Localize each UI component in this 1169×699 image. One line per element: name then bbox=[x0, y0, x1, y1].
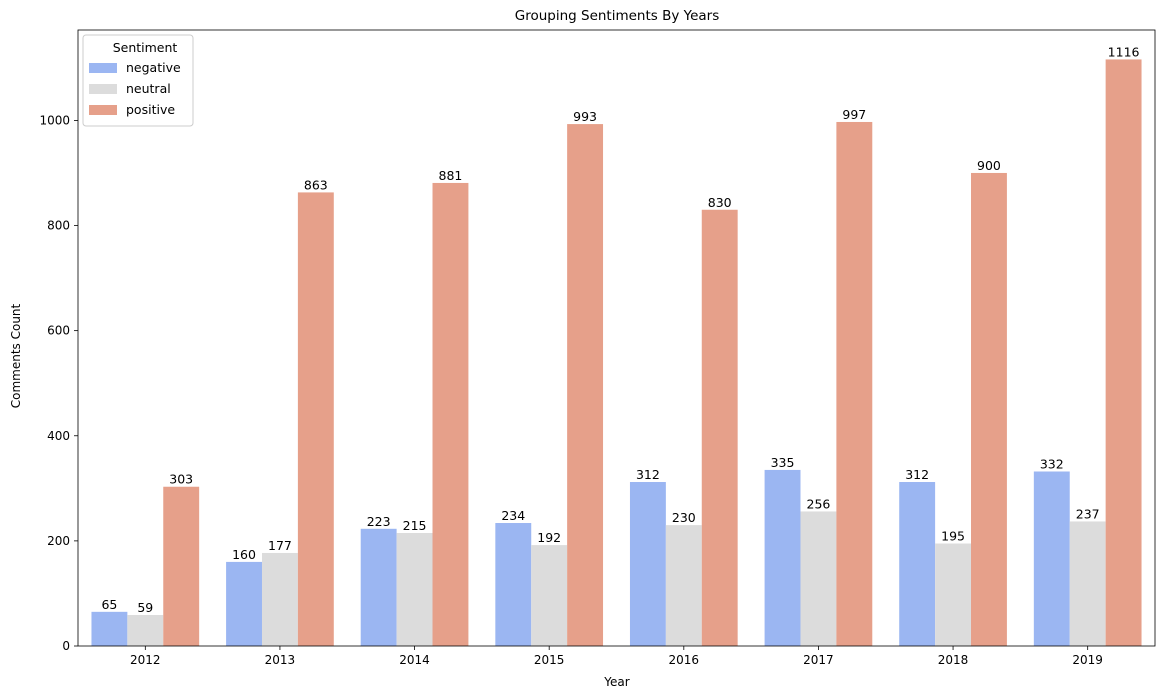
y-axis-label: Comments Count bbox=[9, 303, 23, 408]
bar-negative-2015 bbox=[495, 523, 532, 646]
bar-label-negative-2019: 332 bbox=[1040, 457, 1064, 472]
bar-label-negative-2015: 234 bbox=[501, 508, 525, 523]
bar-label-positive-2012: 303 bbox=[169, 472, 193, 487]
bar-positive-2014 bbox=[432, 182, 469, 647]
bar-neutral-2019 bbox=[1069, 521, 1106, 646]
bar-positive-2015 bbox=[567, 124, 604, 646]
legend-label-positive: positive bbox=[126, 102, 175, 117]
legend-label-neutral: neutral bbox=[126, 81, 171, 96]
bar-neutral-2015 bbox=[531, 545, 568, 646]
bar-label-positive-2018: 900 bbox=[977, 158, 1001, 173]
bar-label-negative-2014: 223 bbox=[367, 514, 391, 529]
bar-label-negative-2016: 312 bbox=[636, 467, 660, 482]
bar-label-positive-2019: 1116 bbox=[1108, 44, 1140, 59]
plot-area: 65 160 223 234 312 335 312 332 59 177 215 192 230 256… bbox=[39, 29, 1156, 667]
x-tick-label-2013: 2013 bbox=[265, 653, 296, 667]
x-tick-label-2017: 2017 bbox=[803, 653, 834, 667]
x-tick-label-2014: 2014 bbox=[399, 653, 430, 667]
legend-swatch-negative bbox=[89, 63, 117, 73]
bar-neutral-2012 bbox=[127, 614, 164, 646]
bar-positive-2013 bbox=[297, 192, 334, 647]
bar-positive-2017 bbox=[836, 121, 873, 647]
y-tick-label-1000: 1000 bbox=[39, 113, 70, 127]
bar-negative-2018 bbox=[899, 482, 936, 646]
y-tick-label-600: 600 bbox=[47, 324, 70, 338]
bar-label-neutral-2013: 177 bbox=[268, 538, 292, 553]
bar-label-positive-2015: 993 bbox=[573, 109, 597, 124]
legend-swatch-neutral bbox=[89, 84, 117, 94]
bar-negative-2019 bbox=[1033, 471, 1070, 646]
legend: Sentiment negative neutral positive bbox=[82, 34, 194, 127]
legend-label-negative: negative bbox=[126, 60, 181, 75]
bar-label-negative-2017: 335 bbox=[771, 455, 795, 470]
plot-frame bbox=[77, 29, 1156, 647]
y-tick-label-0: 0 bbox=[62, 639, 70, 653]
x-tick-label-2012: 2012 bbox=[130, 653, 161, 667]
bar-negative-2012 bbox=[91, 611, 128, 646]
x-tick-label-2015: 2015 bbox=[534, 653, 565, 667]
bar-label-neutral-2016: 230 bbox=[672, 510, 696, 525]
bar-positive-2019 bbox=[1105, 59, 1142, 646]
y-tick-label-400: 400 bbox=[47, 429, 70, 443]
bar-negative-2017 bbox=[764, 469, 801, 646]
bar-label-positive-2016: 830 bbox=[708, 195, 732, 210]
bar-label-positive-2014: 881 bbox=[439, 168, 463, 183]
y-tick-label-800: 800 bbox=[47, 219, 70, 233]
x-tick-label-2016: 2016 bbox=[669, 653, 700, 667]
bar-label-neutral-2017: 256 bbox=[807, 496, 831, 511]
bar-label-positive-2017: 997 bbox=[842, 107, 866, 122]
x-axis-label: Year bbox=[603, 675, 629, 689]
bar-label-negative-2012: 65 bbox=[101, 597, 117, 612]
x-tick-label-2018: 2018 bbox=[938, 653, 969, 667]
bar-label-neutral-2018: 195 bbox=[941, 529, 965, 544]
y-tick-label-200: 200 bbox=[47, 534, 70, 548]
bar-label-neutral-2014: 215 bbox=[403, 518, 427, 533]
bar-label-neutral-2015: 192 bbox=[537, 530, 561, 545]
bar-positive-2018 bbox=[971, 172, 1007, 646]
bar-label-positive-2013: 863 bbox=[304, 177, 328, 192]
bar-neutral-2018 bbox=[935, 543, 972, 646]
chart-title: Grouping Sentiments By Years bbox=[515, 8, 720, 24]
legend-title: Sentiment bbox=[113, 40, 178, 55]
bar-negative-2016 bbox=[629, 482, 666, 646]
bar-neutral-2013 bbox=[261, 552, 298, 646]
bar-positive-2016 bbox=[701, 209, 738, 646]
bar-neutral-2016 bbox=[665, 525, 702, 646]
bar-label-neutral-2012: 59 bbox=[137, 600, 153, 615]
legend-box bbox=[82, 34, 194, 127]
legend-swatch-positive bbox=[89, 105, 117, 115]
bar-negative-2014 bbox=[360, 528, 397, 646]
bar-neutral-2014 bbox=[396, 532, 433, 646]
bar-negative-2013 bbox=[226, 561, 262, 646]
bar-label-neutral-2019: 237 bbox=[1076, 506, 1100, 521]
bar-neutral-2017 bbox=[800, 511, 837, 646]
bar-label-negative-2013: 160 bbox=[232, 547, 256, 562]
bar-label-negative-2018: 312 bbox=[905, 467, 929, 482]
x-tick-label-2019: 2019 bbox=[1072, 653, 1103, 667]
bar-positive-2012 bbox=[163, 486, 200, 646]
